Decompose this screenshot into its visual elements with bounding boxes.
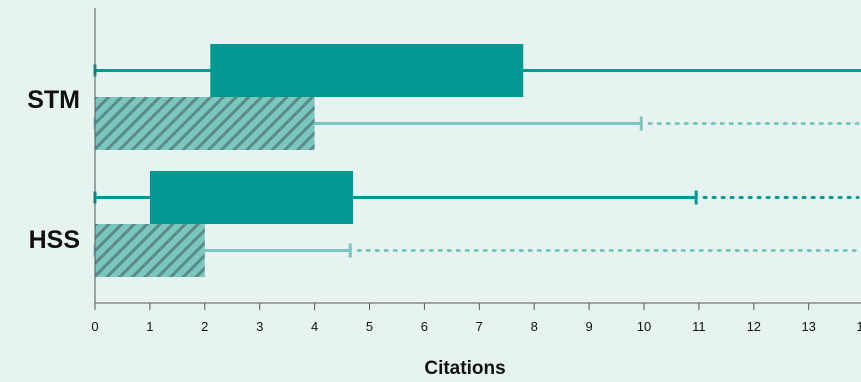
category-label-hss: HSS <box>29 226 80 254</box>
x-tick-label-2: 2 <box>201 319 208 334</box>
stm-solid-bar <box>210 44 524 97</box>
hss-solid-bar <box>149 171 354 224</box>
x-tick-label-3: 3 <box>256 319 263 334</box>
x-tick-label-1: 1 <box>146 319 153 334</box>
x-tick-label-10: 10 <box>637 319 651 334</box>
x-tick-label-12: 12 <box>747 319 761 334</box>
x-tick-label-14: 14 <box>856 319 861 334</box>
x-tick-label-11: 11 <box>692 319 706 334</box>
axes: 01234567891011121314STMHSS <box>27 8 861 334</box>
x-tick-label-0: 0 <box>91 319 98 334</box>
hss-hatched-bar <box>95 224 205 277</box>
stm-hatched-bar <box>95 97 315 150</box>
x-tick-label-7: 7 <box>476 319 483 334</box>
x-tick-label-6: 6 <box>421 319 428 334</box>
x-tick-label-5: 5 <box>366 319 373 334</box>
x-tick-label-4: 4 <box>311 319 318 334</box>
x-tick-label-9: 9 <box>585 319 592 334</box>
x-axis-title: Citations <box>424 358 505 379</box>
x-tick-label-8: 8 <box>531 319 538 334</box>
category-label-stm: STM <box>27 86 80 114</box>
plot-area <box>93 44 861 277</box>
x-tick-label-13: 13 <box>801 319 815 334</box>
